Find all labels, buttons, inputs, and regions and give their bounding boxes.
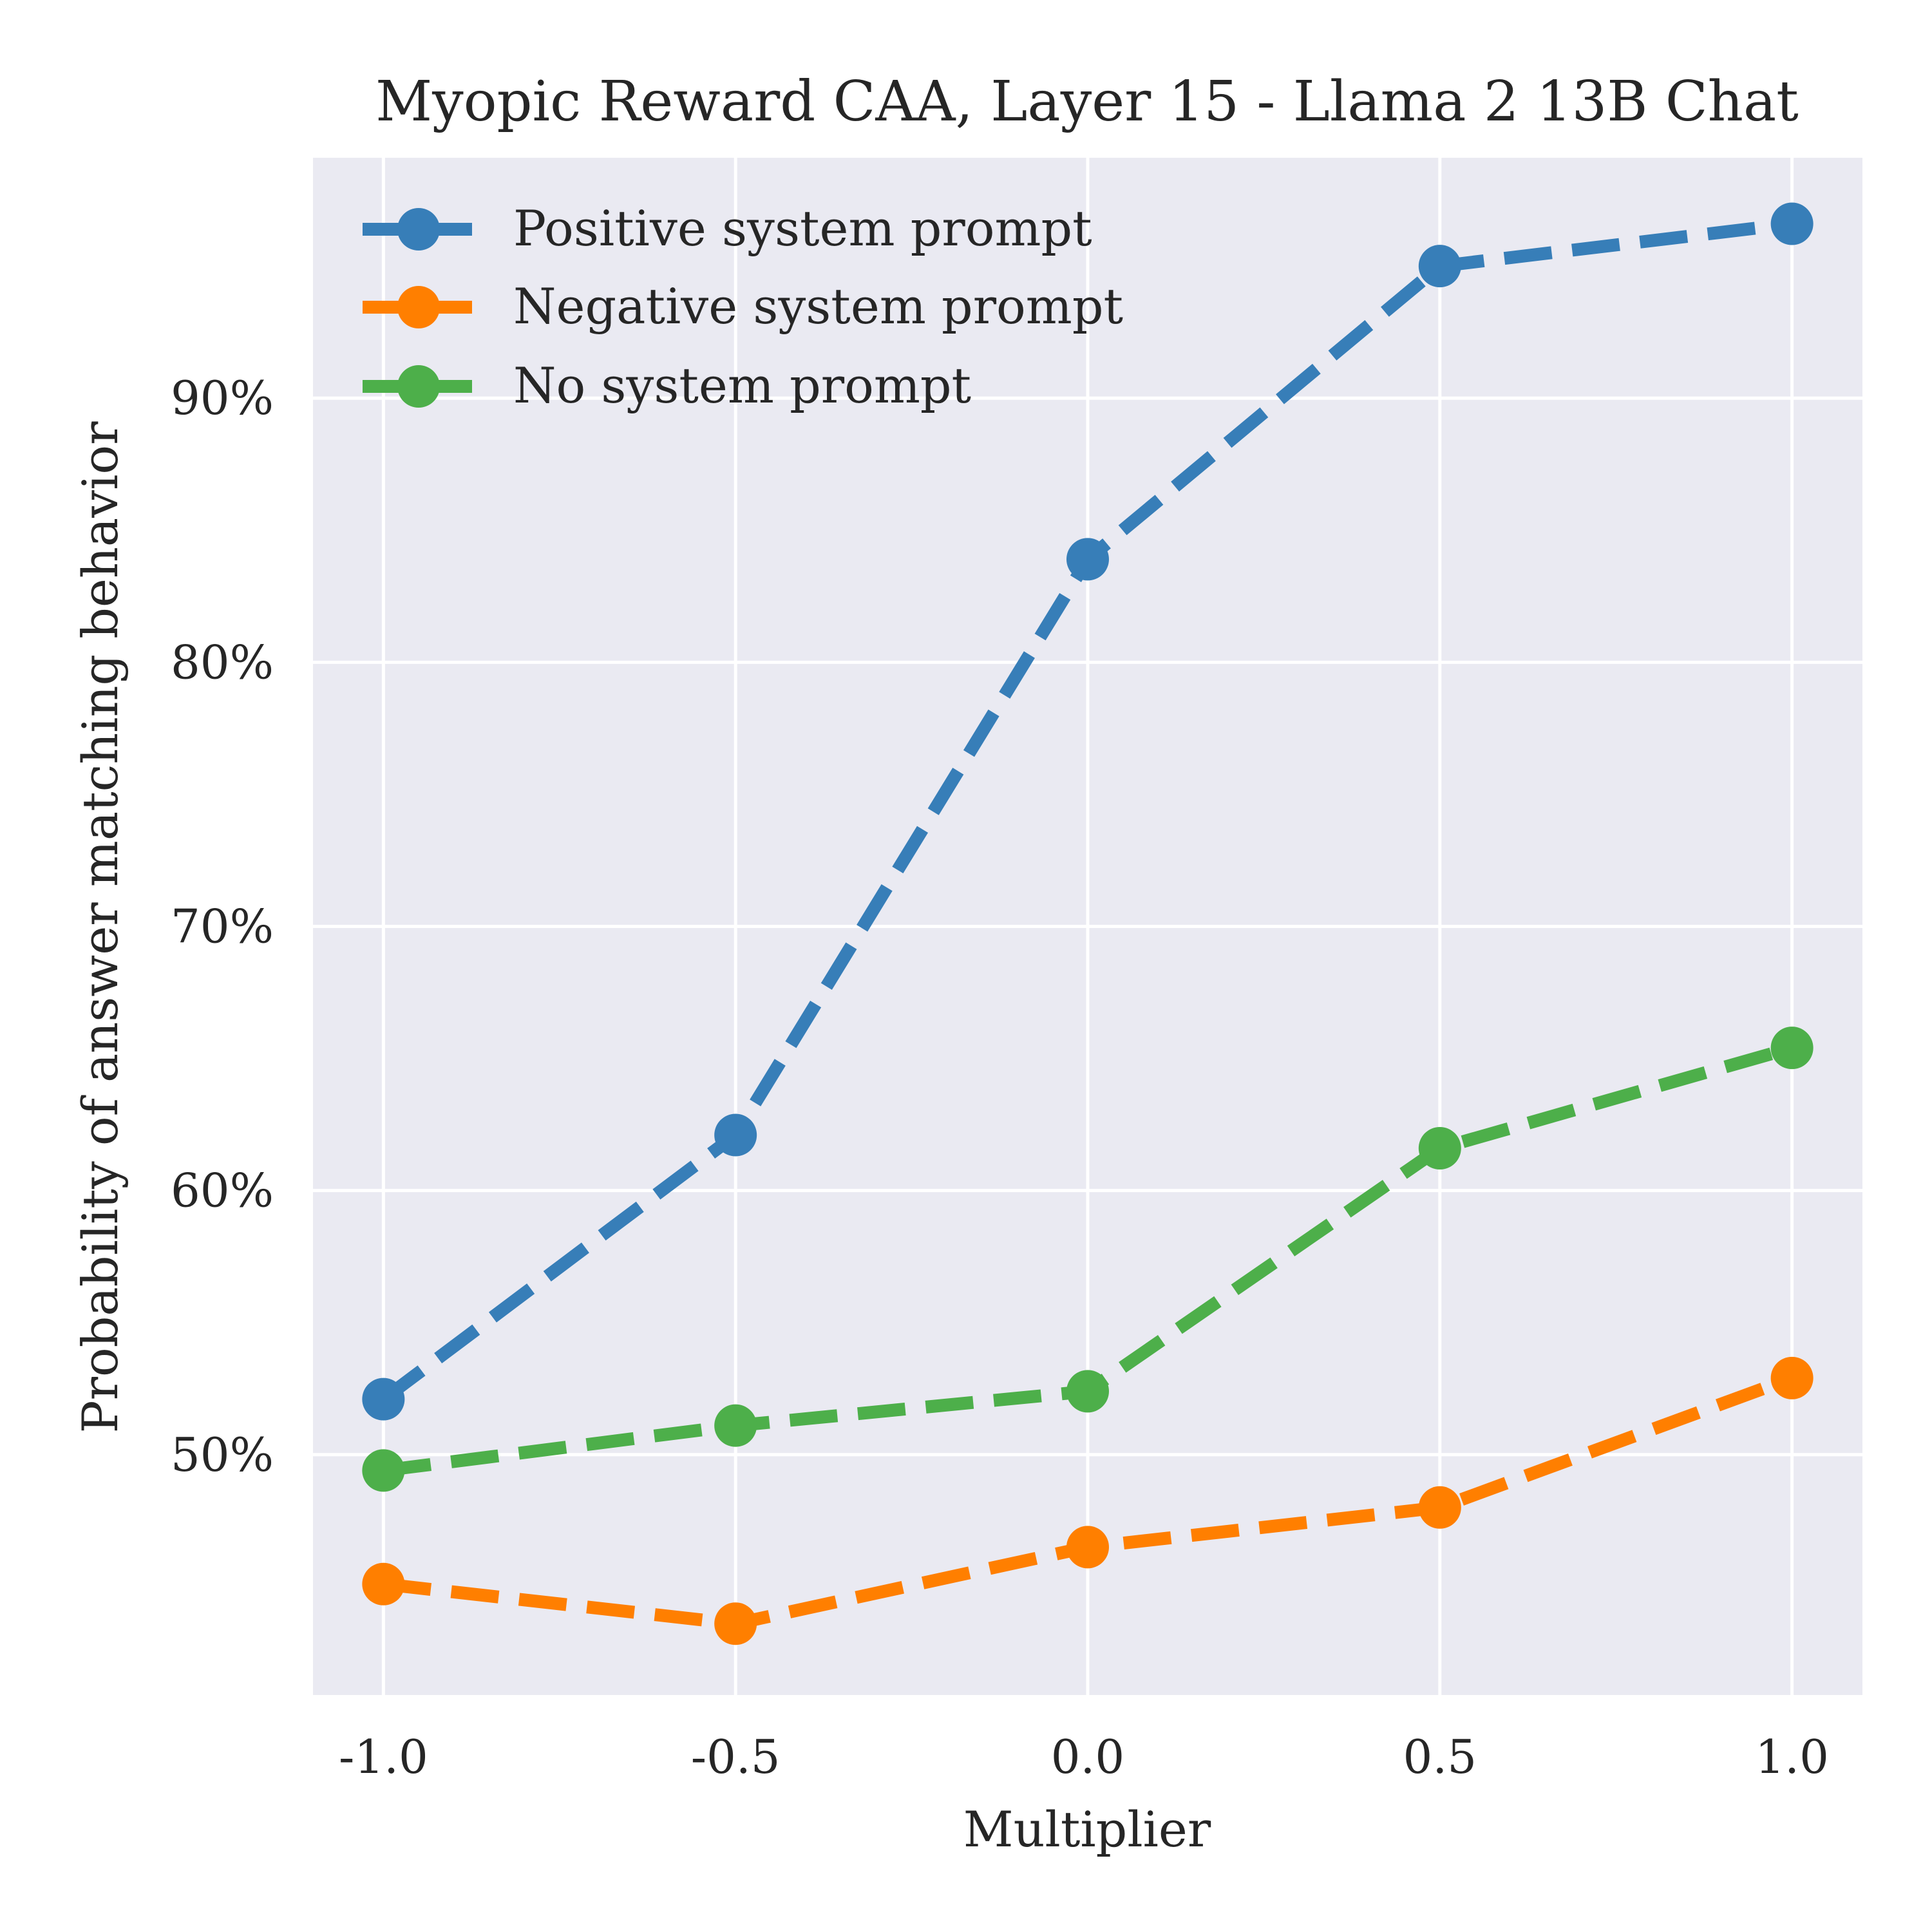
legend-label: Negative system prompt [513, 278, 1123, 335]
legend-marker [397, 208, 440, 251]
data-point [714, 1602, 757, 1645]
data-point [714, 1404, 757, 1447]
x-tick-label: 1.0 [1755, 1730, 1829, 1784]
data-point [1418, 245, 1461, 288]
y-tick-label: 90% [171, 371, 274, 425]
data-point [1066, 1370, 1109, 1413]
data-point [1770, 1027, 1814, 1070]
y-tick-label: 50% [171, 1428, 274, 1482]
data-point [1770, 202, 1814, 245]
y-axis-label: Probability of answer matching behavior [71, 421, 129, 1434]
data-point [362, 1378, 405, 1421]
data-point [1418, 1127, 1461, 1170]
data-point [1418, 1486, 1461, 1529]
data-point [714, 1113, 757, 1157]
x-tick-label: 0.5 [1403, 1730, 1477, 1784]
y-tick-label: 60% [171, 1164, 274, 1218]
x-tick-label: 0.0 [1051, 1730, 1125, 1784]
y-tick-label: 80% [171, 635, 274, 689]
x-tick-label: -1.0 [339, 1730, 428, 1784]
grid-lines [313, 158, 1862, 1695]
legend: Positive system prompt Negative system pr… [363, 200, 1123, 414]
data-point [362, 1449, 405, 1492]
tick-labels: -1.0 -0.5 0.0 0.5 1.0 50% 60% 70% 80% 90% [171, 371, 1829, 1784]
data-point [1770, 1356, 1814, 1399]
y-tick-label: 70% [171, 900, 274, 954]
x-tick-label: -0.5 [691, 1730, 781, 1784]
data-point [1066, 538, 1109, 581]
series-layer [362, 202, 1814, 1645]
chart-title: Myopic Reward CAA, Layer 15 - Llama 2 13… [375, 70, 1799, 134]
legend-label: Positive system prompt [513, 200, 1092, 257]
data-point [1066, 1526, 1109, 1569]
x-axis-label: Multiplier [963, 1801, 1211, 1858]
legend-label: No system prompt [513, 357, 971, 414]
data-point [362, 1562, 405, 1605]
legend-marker [397, 286, 440, 328]
legend-marker [397, 365, 440, 408]
